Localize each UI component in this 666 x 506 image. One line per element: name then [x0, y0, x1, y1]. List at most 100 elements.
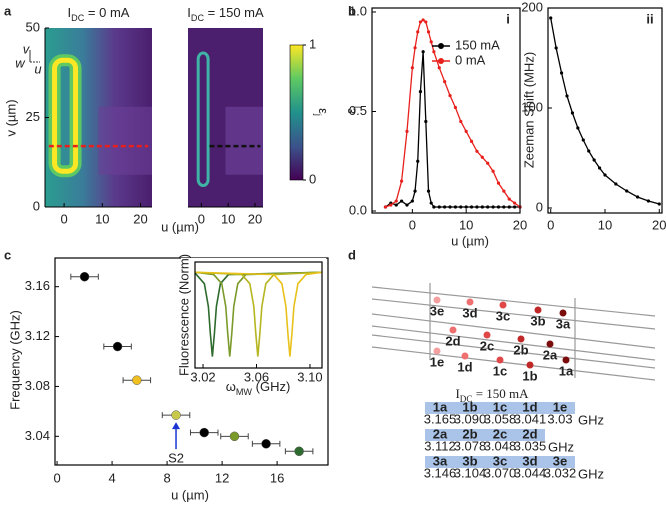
- table-unit: GHz: [578, 412, 604, 427]
- series-point: [421, 18, 425, 22]
- series-point: [426, 30, 431, 34]
- colorbar-label: εj: [313, 108, 331, 116]
- series-point: [587, 149, 591, 153]
- table-header-cell: [545, 456, 575, 468]
- site-dot: [562, 356, 570, 364]
- chart-title-part: I: [68, 5, 72, 20]
- table-header-cell: [485, 429, 515, 441]
- y-axis-label: Frequency (GHz): [7, 310, 22, 410]
- site-dot: [466, 298, 474, 306]
- site-label: 1c: [493, 363, 507, 378]
- table-header: 2d: [522, 426, 537, 441]
- series-line: [550, 17, 660, 205]
- legend-marker: [438, 58, 444, 64]
- y-tick-label: 0: [536, 199, 543, 214]
- series-point: [507, 197, 511, 201]
- series-line: [194, 271, 323, 357]
- y-tick-label: 100: [521, 99, 543, 114]
- point: [132, 375, 142, 385]
- y-tick-label: 3.04: [25, 428, 50, 443]
- site-label: 1a: [559, 363, 574, 378]
- x-tick-label: 0: [198, 211, 205, 226]
- table-value: 3.03: [547, 411, 572, 426]
- series-point: [480, 205, 484, 209]
- site-label: 1e: [430, 354, 444, 369]
- series-point: [443, 205, 447, 209]
- x-tick-label: 3.02: [190, 369, 215, 384]
- x-axis-label-part: ω: [226, 379, 236, 394]
- series-point: [559, 71, 564, 75]
- series-point: [394, 203, 398, 207]
- table-header: 3d: [522, 453, 537, 468]
- site-dot: [483, 331, 491, 339]
- y-axis-label: εj: [343, 106, 361, 114]
- table-header: 3b: [462, 453, 477, 468]
- table-header-cell: [425, 456, 455, 468]
- series-point: [416, 159, 420, 163]
- colorbar-label-part: ε: [316, 108, 331, 114]
- x-tick-label: 10: [95, 211, 109, 226]
- series-point: [448, 205, 452, 209]
- x-axis-label-part: MW: [236, 387, 253, 397]
- subtitle: i: [506, 11, 510, 26]
- series-line: [194, 271, 323, 357]
- plot-frame: [547, 7, 663, 214]
- table-value: 3.078: [454, 438, 487, 453]
- chart-title-part: DC: [191, 13, 205, 23]
- point: [199, 427, 209, 438]
- site-label: 2b: [513, 342, 528, 357]
- site-label: 3e: [430, 303, 444, 318]
- y-tick-label: 1.0: [349, 3, 367, 18]
- chart-title: IDC = 0 mA: [68, 5, 130, 23]
- series-point: [464, 129, 468, 133]
- table-title-part: DC: [460, 394, 473, 404]
- chart-title: IDC = 150 mA: [187, 5, 264, 23]
- table-value: 3.090: [454, 411, 487, 426]
- series-point: [496, 205, 501, 209]
- series-line: [385, 19, 521, 208]
- table-value: 3.112: [424, 438, 456, 453]
- table-header-cell: [425, 429, 455, 441]
- series-point: [496, 181, 501, 185]
- table-header-cell: [485, 456, 515, 468]
- table-header-cell: [485, 402, 515, 414]
- table-header: 3c: [493, 453, 507, 468]
- table-header: 2b: [462, 426, 477, 441]
- table-header: 3a: [433, 453, 448, 468]
- series-point: [565, 94, 569, 98]
- x-tick-label: 3.06: [244, 369, 269, 384]
- legend-label: 150 mA: [455, 37, 500, 52]
- series-point: [443, 80, 447, 84]
- table-header-cell: [515, 402, 545, 414]
- point: [112, 341, 123, 352]
- series-point: [437, 66, 441, 70]
- point: [294, 446, 304, 457]
- table-value: 3.048: [484, 438, 517, 453]
- site-label: 1d: [457, 359, 472, 374]
- series-point: [635, 195, 640, 199]
- x-tick-label: 20: [133, 211, 147, 226]
- series-point: [416, 30, 420, 34]
- x-tick-label: 10: [221, 211, 235, 226]
- heatmap-ring: [196, 51, 210, 188]
- legend-marker: [438, 43, 444, 49]
- colorbar-tick-label: 1: [309, 36, 316, 51]
- series-point: [549, 16, 553, 20]
- y-tick-label: 0.5: [349, 103, 367, 118]
- table-title: IDC = 150 mA: [455, 386, 529, 404]
- x-tick-label: 4: [108, 470, 115, 485]
- point: [79, 271, 90, 282]
- x-tick-label: 0: [409, 217, 416, 232]
- panel-letter: d: [348, 247, 356, 262]
- table-title-part: = 150 mA: [472, 386, 529, 401]
- y-axis-label: v (µm): [3, 99, 18, 136]
- series-point: [413, 189, 417, 193]
- table-value: 3.041: [514, 411, 547, 426]
- series-point: [469, 139, 474, 143]
- lattice-diagram: [371, 283, 656, 381]
- heatmap-region: [225, 106, 263, 175]
- table-header: 1d: [522, 399, 537, 414]
- colorbar: [289, 44, 304, 181]
- chart-title-part: = 0 mA: [84, 5, 129, 20]
- panel-letter: c: [4, 247, 11, 262]
